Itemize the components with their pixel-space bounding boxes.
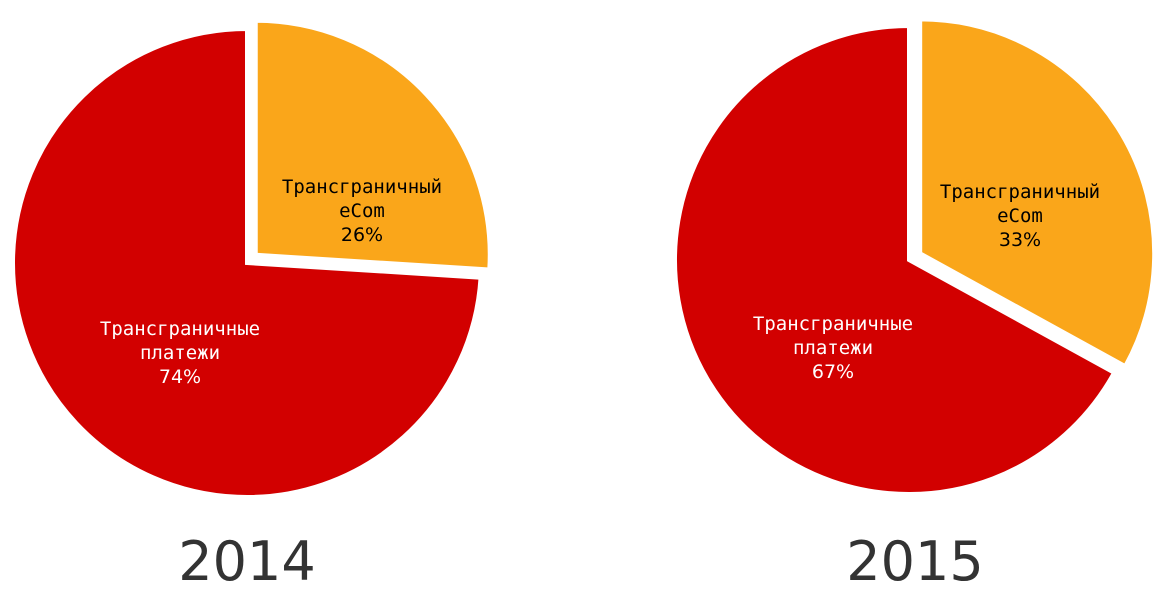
slice-value-label-payments-2015: 67% <box>812 361 854 383</box>
slice-label-line2-payments-2014: платежи <box>140 342 220 364</box>
year-2014-label: 2014 <box>178 530 315 593</box>
slice-label-line1-payments-2014: Трансграничные <box>100 318 260 340</box>
slice-label-line1-ecom-2014: Трансграничный <box>282 176 442 198</box>
slice-value-label-ecom-2015: 33% <box>999 229 1041 251</box>
slice-label-line2-ecom-2015: eCom <box>997 205 1043 227</box>
slice-value-label-ecom-2014: 26% <box>341 224 383 246</box>
pie-slice-payments-2014 <box>11 26 483 499</box>
slice-label-line2-ecom-2014: eCom <box>339 200 385 222</box>
slice-label-line2-payments-2015: платежи <box>793 337 873 359</box>
slice-label-line1-payments-2015: Трансграничные <box>753 313 913 335</box>
pie-slice-ecom-2015 <box>918 17 1156 369</box>
pie-slice-payments-2015 <box>673 23 1117 496</box>
slice-label-line1-ecom-2015: Трансграничный <box>940 181 1100 203</box>
slice-value-label-payments-2014: 74% <box>159 366 201 388</box>
pie-slice-ecom-2014 <box>253 18 492 272</box>
year-2015-label: 2015 <box>846 530 983 593</box>
